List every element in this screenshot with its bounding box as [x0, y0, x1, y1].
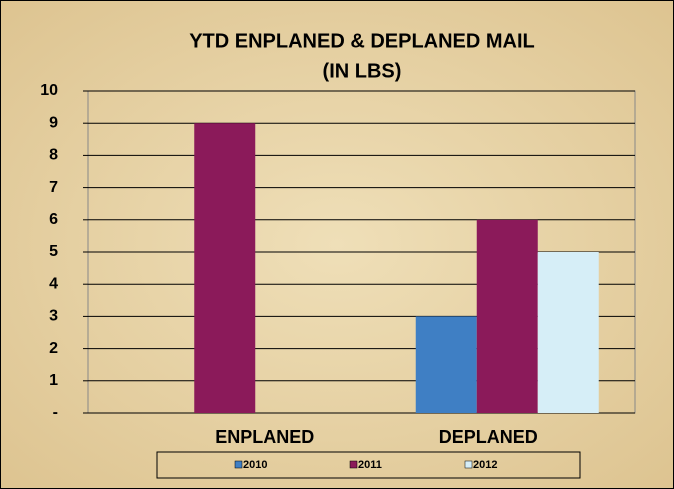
legend-swatch	[349, 460, 358, 469]
y-tick-label: 10	[40, 82, 58, 99]
chart-title: YTD ENPLANED & DEPLANED MAIL	[189, 30, 535, 52]
legend-label: 2010	[243, 459, 267, 471]
legend-swatch	[464, 460, 473, 469]
y-tick-label: -	[53, 404, 58, 421]
y-tick-label: 7	[49, 179, 58, 196]
y-tick-label: 4	[49, 275, 58, 292]
x-tick-label: ENPLANED	[215, 427, 314, 447]
legend-swatch	[234, 460, 243, 469]
bar	[194, 123, 256, 413]
bar	[537, 252, 599, 413]
y-tick-label: 9	[49, 114, 58, 131]
y-tick-label: 6	[49, 211, 58, 228]
y-tick-label: 1	[49, 372, 58, 389]
bar	[415, 316, 477, 413]
legend-label: 2011	[358, 459, 382, 471]
bar	[476, 219, 538, 413]
y-tick-label: 2	[49, 340, 58, 357]
y-tick-label: 3	[49, 308, 58, 325]
y-tick-label: 5	[49, 243, 58, 260]
x-tick-label: DEPLANED	[439, 427, 538, 447]
y-tick-label: 8	[49, 147, 58, 164]
chart-subtitle: (IN LBS)	[323, 60, 402, 82]
legend-label: 2012	[473, 459, 497, 471]
legend	[156, 451, 581, 479]
